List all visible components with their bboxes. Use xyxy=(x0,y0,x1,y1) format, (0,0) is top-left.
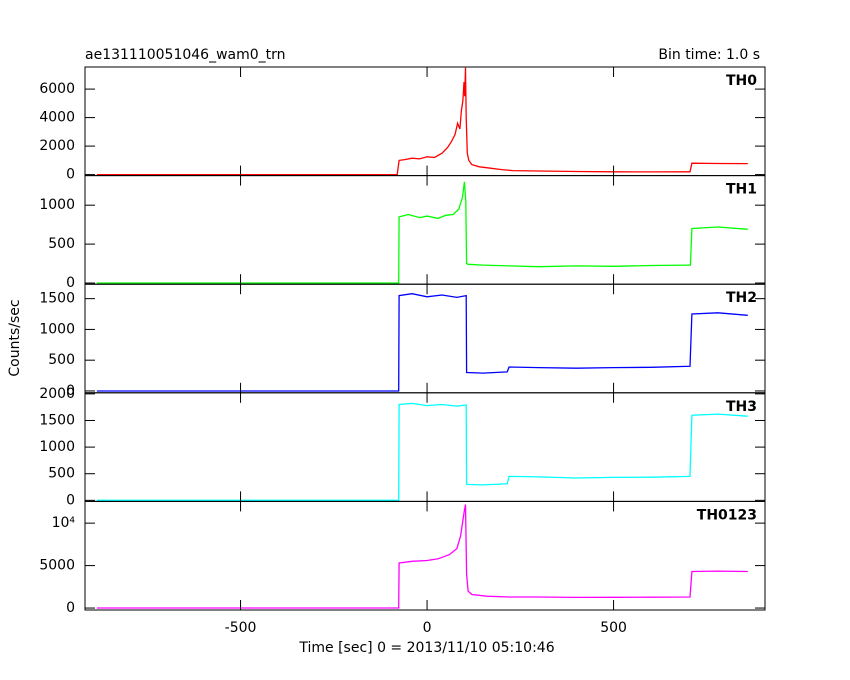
x-tick-label: 500 xyxy=(600,620,627,636)
y-tick-label: 6000 xyxy=(39,81,75,97)
y-tick-label: 2000 xyxy=(39,386,75,402)
y-tick-label: 4000 xyxy=(39,110,75,126)
panel-label: TH3 xyxy=(726,399,757,415)
y-tick-label: 0 xyxy=(66,275,75,291)
y-tick-label: 500 xyxy=(48,236,75,252)
chart-title: ae131110051046_wam0_trn xyxy=(85,47,286,63)
panel-frame xyxy=(84,500,766,611)
series-line xyxy=(96,181,748,284)
x-tick-label: -500 xyxy=(225,620,257,636)
y-axis-label: Counts/sec xyxy=(7,299,23,376)
panel-label: TH0 xyxy=(726,73,757,89)
panel-frame xyxy=(84,392,766,502)
y-tick-label: 1000 xyxy=(39,321,75,337)
series-line xyxy=(96,402,748,501)
x-tick-label: 0 xyxy=(423,620,432,636)
y-tick-label: 1000 xyxy=(39,439,75,455)
panel-label: TH0123 xyxy=(697,507,757,523)
y-tick-label: 1000 xyxy=(39,197,75,213)
panel-frame xyxy=(84,66,766,177)
panel-frame xyxy=(84,175,766,285)
y-tick-label: 0 xyxy=(66,167,75,183)
y-tick-label: 10⁴ xyxy=(52,515,76,531)
y-tick-label: 500 xyxy=(48,352,75,368)
panel-label: TH2 xyxy=(726,290,757,306)
y-tick-label: 2000 xyxy=(39,138,75,154)
y-tick-label: 0 xyxy=(66,383,75,399)
panel-label: TH1 xyxy=(726,182,757,198)
y-tick-label: 1500 xyxy=(39,412,75,428)
y-tick-label: 0 xyxy=(66,600,75,616)
panel-frame xyxy=(84,283,766,394)
y-tick-label: 0 xyxy=(66,492,75,508)
y-tick-label: 1500 xyxy=(39,291,75,307)
y-tick-label: 500 xyxy=(48,466,75,482)
series-line xyxy=(96,67,748,176)
x-axis-label: Time [sec] 0 = 2013/11/10 05:10:46 xyxy=(298,640,554,656)
bin-time: Bin time: 1.0 s xyxy=(658,47,760,63)
series-line xyxy=(96,293,748,392)
y-tick-label: 5000 xyxy=(39,558,75,574)
series-line xyxy=(96,504,748,609)
